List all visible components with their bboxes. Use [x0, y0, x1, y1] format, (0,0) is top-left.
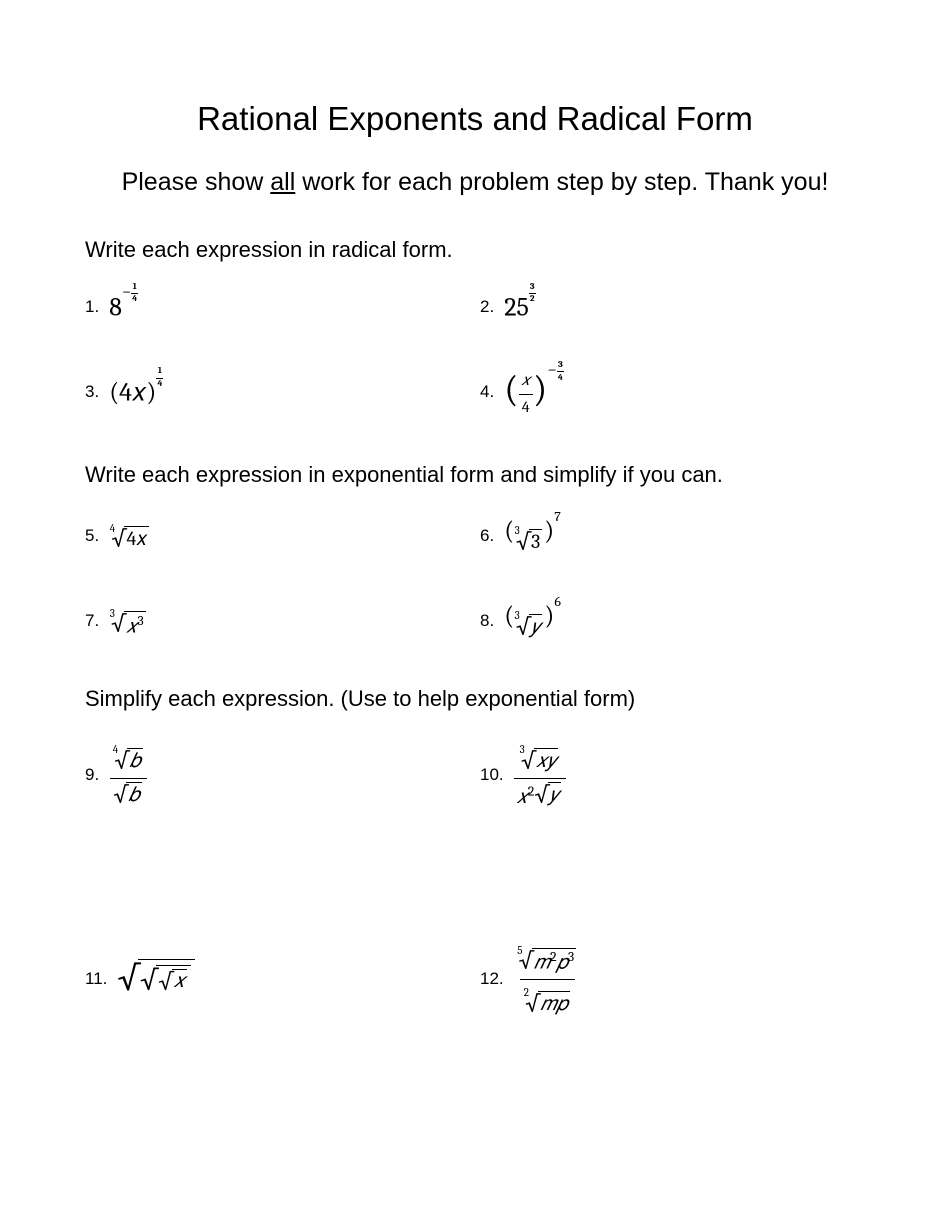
neg-sign: − [122, 283, 131, 302]
neg-sign: − [547, 360, 557, 380]
exp-num: 3 [529, 283, 536, 293]
problem-8-expression: (3√𝑦)6 [504, 601, 561, 641]
open-paren: ( [109, 377, 119, 407]
problem-10-expression: 3√𝑥𝑦 𝑥2√𝑦 [514, 740, 566, 810]
inner: 4𝑥 [119, 377, 146, 407]
problem-number: 4. [480, 382, 494, 402]
problem-9: 9. 4√𝑏 √𝑏 [85, 740, 480, 810]
radical-arg: 𝑚𝑝 [538, 991, 569, 1019]
problem-number: 11. [85, 969, 107, 989]
problem-10: 10. 3√𝑥𝑦 𝑥2√𝑦 [480, 740, 566, 810]
problem-5: 5. 4√4𝑥 [85, 516, 480, 556]
exp-den: 4 [156, 378, 163, 389]
radical-arg: 3 [529, 529, 542, 556]
p: 𝑝 [557, 951, 568, 974]
problem-number: 8. [480, 611, 494, 631]
rad-base: 𝑥 [126, 615, 137, 638]
exp-den: 4 [131, 293, 138, 304]
page-title: Rational Exponents and Radical Form [85, 100, 865, 138]
problem-9-expression: 4√𝑏 √𝑏 [109, 740, 147, 810]
close-paren: ) [544, 601, 554, 631]
subtitle-pre: Please show [122, 168, 271, 196]
open-paren: ( [504, 369, 518, 411]
m-exp: 2 [550, 948, 557, 965]
problem-row: 9. 4√𝑏 √𝑏 10. 3√𝑥𝑦 𝑥2√𝑦 [85, 740, 865, 810]
problem-row: 3. (4𝑥)14 4. (𝑥4)−34 [85, 367, 865, 416]
innermost-arg: 𝑥 [172, 969, 187, 996]
problem-number: 10. [480, 765, 504, 785]
page-subtitle: Please show all work for each problem st… [85, 168, 865, 197]
problem-3-expression: (4𝑥)14 [109, 376, 163, 408]
problem-5-expression: 4√4𝑥 [109, 518, 151, 553]
subtitle-underlined: all [270, 168, 295, 196]
radical-arg: 𝑏 [126, 782, 141, 810]
problem-2: 2. 2532 [480, 291, 536, 322]
den-x: 𝑥 [517, 785, 528, 808]
rad-exp: 3 [137, 612, 143, 629]
problem-11: 11. √ √ √ 𝑥 [85, 940, 480, 1018]
problem-number: 9. [85, 765, 99, 785]
problem-number: 1. [85, 297, 99, 317]
problem-number: 6. [480, 526, 494, 546]
problem-12: 12. 5√𝑚2𝑝3 2√𝑚𝑝 [480, 940, 581, 1018]
base: 8 [109, 292, 122, 322]
section-2-heading: Write each expression in exponential for… [85, 462, 865, 488]
inner-den: 4 [519, 394, 533, 417]
close-paren: ) [146, 377, 156, 407]
close-paren: ) [533, 369, 547, 411]
problem-number: 3. [85, 382, 99, 402]
radical-arg: 4𝑥 [124, 526, 149, 553]
subtitle-post: work for each problem step by step. Than… [295, 168, 828, 196]
exp-den: 4 [557, 371, 564, 382]
problem-7: 7. 3√𝑥3 [85, 601, 480, 641]
radical-arg: 𝑦 [529, 614, 542, 641]
problem-row: 7. 3√𝑥3 8. (3√𝑦)6 [85, 601, 865, 641]
m: 𝑚 [534, 951, 550, 974]
open-paren: ( [504, 601, 514, 631]
section-3-heading: Simplify each expression. (Use to help e… [85, 686, 865, 712]
problem-6-expression: (3√3)7 [504, 516, 561, 556]
exp-num: 3 [557, 360, 564, 370]
problem-2-expression: 2532 [504, 291, 535, 322]
base: 25 [504, 292, 529, 322]
problem-number: 5. [85, 526, 99, 546]
problem-7-expression: 3√𝑥3 [109, 603, 148, 638]
problem-4: 4. (𝑥4)−34 [480, 367, 564, 416]
problem-6: 6. (3√3)7 [480, 516, 561, 556]
problem-row: 5. 4√4𝑥 6. (3√3)7 [85, 516, 865, 556]
problem-3: 3. (4𝑥)14 [85, 367, 480, 416]
problem-row: 1. 8−14 2. 2532 [85, 291, 865, 322]
radical-arg: 𝑦 [548, 782, 561, 810]
problem-number: 2. [480, 297, 494, 317]
problem-1-expression: 8−14 [109, 291, 138, 322]
outer-exp: 6 [554, 593, 561, 610]
exp-den: 2 [529, 293, 536, 304]
exp-num: 1 [132, 283, 138, 293]
problem-number: 7. [85, 611, 99, 631]
radical-arg: 𝑥𝑦 [534, 748, 558, 776]
den-x-exp: 2 [528, 783, 535, 800]
exp-num: 1 [157, 367, 163, 377]
problem-11-expression: √ √ √ 𝑥 [117, 959, 197, 999]
problem-row: 11. √ √ √ 𝑥 [85, 940, 865, 1018]
p-exp: 3 [568, 948, 574, 965]
outer-exp: 7 [554, 508, 561, 525]
close-paren: ) [544, 516, 554, 546]
problem-8: 8. (3√𝑦)6 [480, 601, 561, 641]
section-1-heading: Write each expression in radical form. [85, 237, 865, 263]
radical-arg: 𝑏 [127, 748, 142, 776]
problem-4-expression: (𝑥4)−34 [504, 367, 564, 416]
open-paren: ( [504, 516, 514, 546]
problem-number: 12. [480, 969, 504, 989]
problem-12-expression: 5√𝑚2𝑝3 2√𝑚𝑝 [514, 940, 582, 1018]
problem-1: 1. 8−14 [85, 291, 480, 322]
inner-num: 𝑥 [518, 371, 533, 393]
